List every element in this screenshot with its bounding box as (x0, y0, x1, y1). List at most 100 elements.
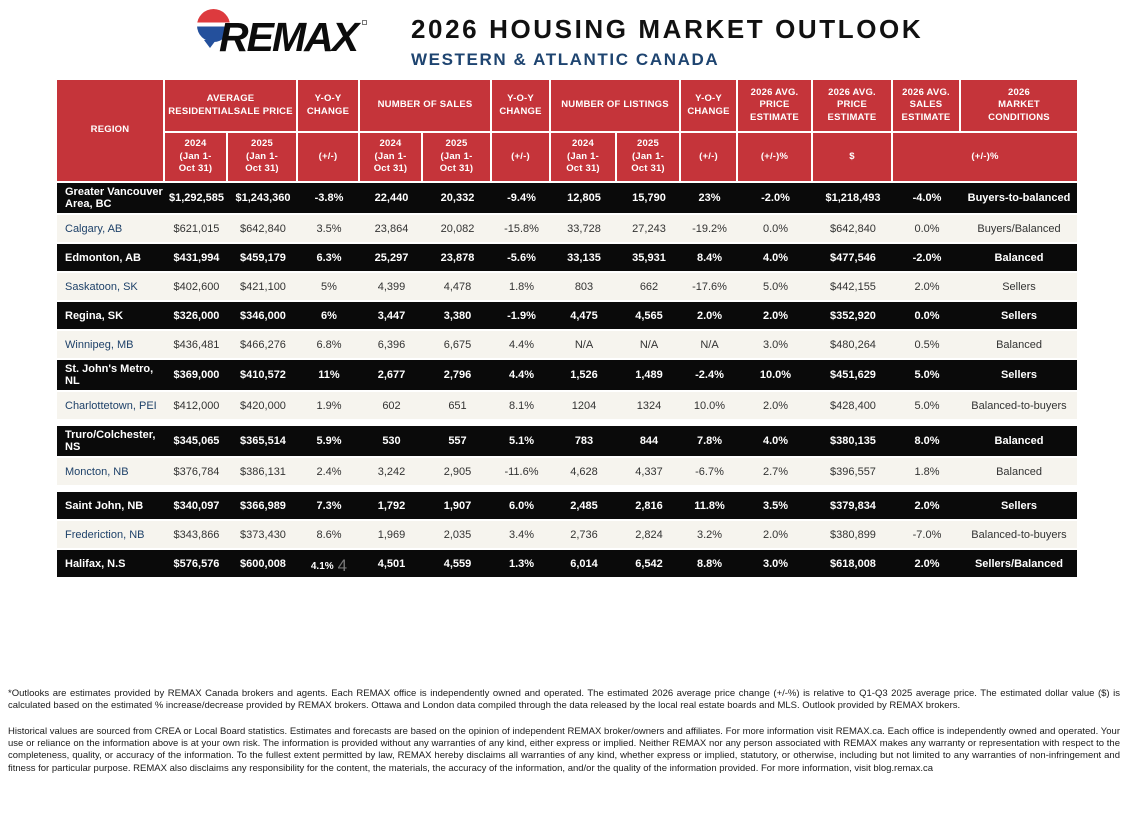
data-cell-price_est_pct: 3.0% (762, 557, 789, 570)
data-cell-yoy_listings: 11.8% (694, 499, 725, 512)
data-cell-sales_2025: 6,675 (443, 338, 472, 351)
data-cell-yoy_price: 11% (318, 369, 340, 381)
region-cell: Regina, SK (65, 309, 124, 322)
data-cell-yoy_listings: -19.2% (692, 222, 727, 235)
data-cell-price_2025: $459,179 (240, 251, 286, 264)
data-cell-price_2024: $431,994 (173, 251, 220, 264)
data-cell-sales_2024: 2,677 (377, 369, 406, 381)
data-cell-price_est_dollar: $442,155 (830, 280, 876, 293)
data-cell-yoy_price: 5.9% (316, 435, 342, 447)
data-cell-listings_2025: 6,542 (635, 557, 663, 570)
data-cell-price_2024: $402,600 (173, 280, 220, 293)
data-cell-price_2024: $576,576 (173, 557, 220, 570)
subheader-listings-2025: 2025 (Jan 1- Oct 31) (617, 133, 681, 183)
data-cell-market_conditions: Sellers (1000, 369, 1038, 381)
data-cell-price_est_dollar: $1,218,493 (825, 192, 881, 204)
data-cell-market_conditions: Balanced-to-buyers (971, 528, 1067, 541)
data-cell-listings_2024: 1204 (571, 399, 597, 412)
region-cell: Truro/Colchester, NS (65, 429, 156, 453)
data-cell-sales_2024: 1,792 (377, 499, 406, 512)
data-cell-yoy_sales: 3.4% (508, 528, 535, 541)
data-cell-price_est_pct: 4.0% (762, 251, 789, 264)
region-cell: Winnipeg, MB (65, 338, 134, 351)
data-cell-listings_2024: 783 (574, 435, 594, 447)
data-cell-market_conditions: Buyers/Balanced (977, 222, 1061, 235)
data-cell-sales_2025: 2,796 (443, 369, 472, 381)
data-cell-yoy_listings: -6.7% (695, 465, 724, 478)
header-number-of-sales: NUMBER OF SALES (360, 80, 492, 133)
data-cell-listings_2024: 4,475 (570, 309, 598, 322)
data-cell-listings_2025: 1,489 (635, 369, 663, 381)
data-cell-yoy_listings: 2.0% (696, 309, 723, 322)
data-cell-sales_est_pct: 5.0% (914, 399, 940, 412)
data-cell-price_est_pct: 2.0% (762, 528, 789, 541)
data-cell-sales_est_pct: 0.5% (914, 338, 940, 351)
data-cell-price_2024: $1,292,585 (168, 192, 225, 204)
table-row: Charlottetown, PEI $412,000 $420,000 1.9% 60… (57, 392, 1077, 419)
region-cell: Calgary, AB (65, 222, 123, 235)
data-cell-price_2025: $420,000 (240, 399, 286, 412)
remax-balloon-icon (197, 9, 230, 48)
data-cell-yoy_listings: 3.2% (696, 528, 723, 541)
data-cell-yoy_listings: N/A (700, 338, 719, 351)
data-cell-price_est_dollar: $396,557 (830, 465, 876, 478)
data-cell-yoy_listings: 7.8% (696, 435, 723, 447)
data-cell-listings_2025: N/A (639, 338, 659, 351)
data-cell-sales_2025: 20,082 (440, 222, 475, 235)
data-cell-price_2025: $346,000 (240, 309, 286, 322)
data-cell-sales_2025: 20,332 (440, 192, 475, 204)
region-cell: Moncton, NB (65, 465, 129, 478)
header-yoy-change-listings: Y-O-Y CHANGE (681, 80, 738, 133)
data-cell-yoy_sales: -15.8% (504, 222, 539, 235)
data-cell-price_est_dollar: $380,135 (830, 435, 876, 447)
data-cell-price_2024: $369,000 (173, 369, 220, 381)
data-cell-price_2024: $326,000 (173, 309, 220, 322)
data-cell-yoy_sales: -1.9% (507, 309, 536, 322)
data-cell-market_conditions: Sellers (1000, 499, 1038, 512)
data-cell-price_est_pct: 10.0% (759, 369, 792, 381)
data-cell-market_conditions: Balanced-to-buyers (971, 399, 1067, 412)
data-cell-yoy_price: 5% (321, 280, 337, 293)
data-cell-market_conditions: Sellers (1002, 280, 1036, 293)
data-cell-sales_est_pct: -7.0% (912, 528, 942, 541)
data-cell-yoy_price: 8.6% (316, 528, 342, 541)
trademark-icon (362, 20, 367, 25)
market-outlook-table: REGION AVERAGE RESIDENTIALSALE PRICE Y-O… (57, 80, 1077, 579)
data-cell-listings_2025: 4,565 (635, 309, 663, 322)
region-cell: Saskatoon, SK (65, 280, 138, 293)
data-cell-yoy_price: 3.5% (316, 222, 342, 235)
header-2026-price-estimate-pct: 2026 AVG. PRICE ESTIMATE (738, 80, 813, 133)
data-cell-price_est_pct: 2.0% (762, 399, 789, 412)
data-cell-price_2024: $343,866 (173, 528, 220, 541)
data-cell-listings_2024: 33,728 (567, 222, 601, 235)
data-cell-sales_2024: 530 (382, 435, 401, 447)
data-cell-yoy_listings: -2.4% (695, 369, 724, 381)
data-cell-yoy_price: 6% (321, 309, 337, 322)
region-cell: Saint John, NB (65, 499, 144, 512)
data-cell-sales_2025: 4,478 (443, 280, 472, 293)
data-cell-price_2025: $421,100 (240, 280, 286, 293)
region-cell: Charlottetown, PEI (65, 399, 157, 412)
data-cell-sales_est_pct: 2.0% (914, 557, 940, 570)
data-cell-yoy_sales: -5.6% (507, 251, 536, 264)
data-cell-yoy_price: 4.1% 4 (310, 555, 348, 575)
header-2026-price-estimate-dollar: 2026 AVG. PRICE ESTIMATE (813, 80, 893, 133)
data-cell-price_est_pct: 4.0% (762, 435, 789, 447)
data-cell-yoy_sales: 4.4% (508, 338, 535, 351)
remax-wordmark: REMAX (219, 14, 359, 60)
data-cell-listings_2025: 2,816 (635, 499, 663, 512)
data-cell-price_2024: $436,481 (173, 338, 220, 351)
data-cell-price_2025: $1,243,360 (235, 192, 291, 204)
data-cell-sales_est_pct: 2.0% (914, 280, 940, 293)
table-row: Saskatoon, SK $402,600 $421,100 5% 4,399 4,47… (57, 273, 1077, 300)
subheader-yoy-price: (+/-) (298, 133, 360, 183)
data-cell-sales_est_pct: 0.0% (914, 309, 940, 322)
table-body: Greater Vancouver Area, BC $1,292,585 $1,2… (57, 183, 1077, 577)
data-cell-price_2025: $386,131 (240, 465, 286, 478)
region-cell: Edmonton, AB (65, 251, 141, 264)
data-cell-sales_2024: 4,399 (377, 280, 406, 293)
header-region: REGION (57, 80, 165, 183)
data-cell-listings_2025: 1324 (636, 399, 662, 412)
data-cell-sales_2024: 6,396 (377, 338, 406, 351)
